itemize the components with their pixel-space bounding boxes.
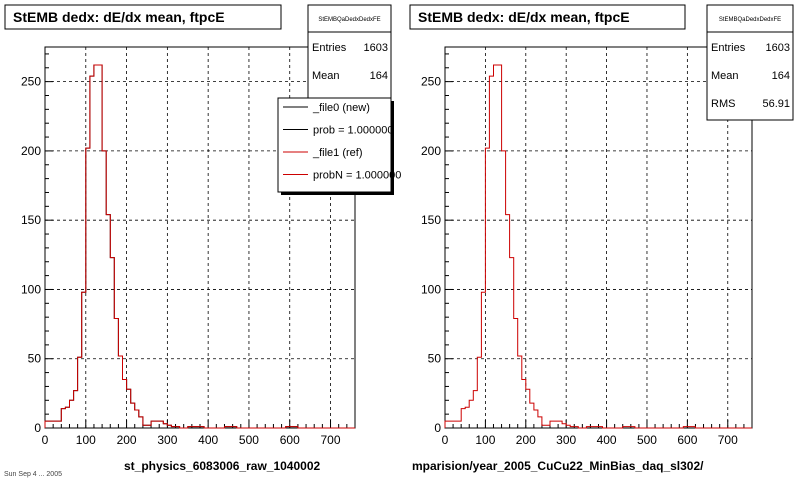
x-tick-label: 700: [718, 433, 738, 447]
x-tick-label: 400: [597, 433, 617, 447]
legend-label: prob = 1.000000: [313, 125, 393, 137]
x-tick-label: 600: [677, 433, 697, 447]
legend-label: probN = 1.000000: [313, 170, 401, 182]
x-axis: 0 100 200 300 400 500 600 700: [442, 420, 753, 447]
x-tick-label: 300: [556, 433, 576, 447]
x-tick-label: 0: [42, 433, 49, 447]
x-tick-label: 200: [516, 433, 536, 447]
x-axis: 0 100 200 300 400 500 600 700: [42, 420, 356, 447]
legend-frame: [277, 97, 392, 193]
title-box: [409, 4, 686, 30]
stats-box: StEMBQaDedxDedxFE Entries 1603 Mean 164: [307, 4, 392, 116]
x-tick-label: 700: [321, 433, 341, 447]
x-tick-label: 400: [198, 433, 218, 447]
stats-frame: [706, 4, 794, 121]
plot-frame: [444, 46, 753, 429]
y-tick-label: 100: [421, 282, 441, 296]
stats-frame: [307, 4, 392, 116]
stats-label: RMS: [711, 98, 735, 110]
histogram-series-1: [444, 64, 752, 429]
chart-title: StEMB dedx: dE/dx mean, ftpcE: [418, 9, 630, 25]
stats-value: 1603: [364, 42, 388, 54]
title-box: [4, 4, 282, 30]
y-tick-label: 50: [28, 352, 42, 366]
y-tick-label: 200: [421, 144, 441, 158]
x-tick-label: 300: [157, 433, 177, 447]
panel-2: 0 100 200 300 400 500 600 700 0 50 100 150 200 250 StE…: [409, 4, 794, 447]
stats-value: 56.91: [762, 98, 790, 110]
y-tick-label: 150: [421, 213, 441, 227]
stats-name: StEMBQaDedxDedxFE: [318, 17, 380, 23]
x-tick-label: 200: [117, 433, 137, 447]
footer-left-label: st_physics_6083006_raw_1040002: [124, 459, 320, 473]
stats-value: 1603: [766, 42, 790, 54]
legend-label: _file1 (ref): [312, 147, 363, 159]
y-tick-label: 0: [434, 421, 441, 435]
stats-value: 164: [370, 70, 388, 82]
stats-label: Mean: [312, 70, 340, 82]
legend-label: _file0 (new): [312, 102, 370, 114]
stats-label: Entries: [711, 42, 746, 54]
stats-value: 164: [772, 70, 790, 82]
chart-title: StEMB dedx: dE/dx mean, ftpcE: [13, 9, 225, 25]
x-tick-label: 500: [637, 433, 657, 447]
x-tick-label: 600: [280, 433, 300, 447]
footer-right-label: mparision/year_2005_CuCu22_MinBias_daq_s…: [412, 459, 704, 473]
y-tick-label: 250: [21, 75, 41, 89]
x-tick-label: 0: [442, 433, 449, 447]
y-axis: 0 50 100 150 200 250: [21, 53, 53, 435]
legend: _file0 (new) prob = 1.000000 _file1 (ref) p…: [277, 97, 401, 195]
stats-label: Mean: [711, 70, 739, 82]
stats-name: StEMBQaDedxDedxFE: [719, 17, 781, 23]
y-tick-label: 200: [21, 144, 41, 158]
y-tick-label: 250: [421, 75, 441, 89]
y-tick-label: 50: [428, 352, 442, 366]
x-tick-label: 500: [239, 433, 259, 447]
stats-label: Entries: [312, 42, 347, 54]
stats-box: StEMBQaDedxDedxFE Entries 1603 Mean 164 RMS 56…: [706, 4, 794, 121]
footer-corner-text: Sun Sep 4 ... 2005: [4, 471, 62, 478]
x-tick-label: 100: [76, 433, 96, 447]
x-tick-label: 100: [475, 433, 495, 447]
y-tick-label: 150: [21, 213, 41, 227]
y-tick-label: 100: [21, 282, 41, 296]
histogram-series-2: [44, 64, 355, 429]
y-axis: 0 50 100 150 200 250: [421, 53, 453, 435]
y-tick-label: 0: [34, 421, 41, 435]
panel-1: 0 100 200 300 400 500 600 700 0 50 100 150 200 250 StE…: [4, 4, 401, 447]
